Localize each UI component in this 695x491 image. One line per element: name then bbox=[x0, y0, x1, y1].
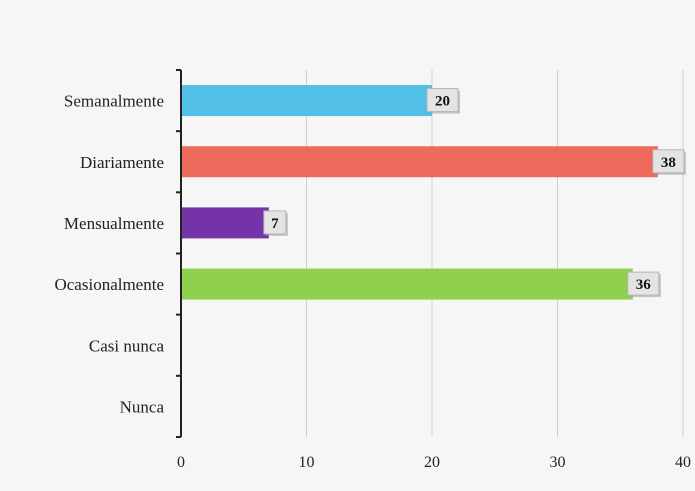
data-label-box-3 bbox=[627, 271, 660, 296]
data-label-2: 7 bbox=[271, 216, 279, 232]
category-label-2: Mensualmente bbox=[64, 214, 164, 233]
category-label-1: Diariamente bbox=[80, 153, 164, 172]
bar-ocasionalmente bbox=[181, 268, 633, 300]
bar-semanalmente bbox=[181, 85, 432, 117]
data-label-box-0 bbox=[426, 88, 459, 113]
category-label-0: Semanalmente bbox=[64, 92, 164, 111]
bar-diariamente bbox=[181, 146, 658, 178]
x-tick-label-0: 0 bbox=[177, 454, 185, 471]
x-tick-label-4: 40 bbox=[675, 454, 691, 471]
category-label-4: Casi nunca bbox=[89, 336, 165, 355]
data-label-box-1 bbox=[652, 149, 685, 174]
data-label-box-2 bbox=[263, 210, 287, 235]
x-tick-label-3: 30 bbox=[550, 454, 566, 471]
data-label-0: 20 bbox=[435, 94, 450, 110]
data-label-1: 38 bbox=[661, 155, 676, 171]
category-label-5: Nunca bbox=[120, 397, 165, 416]
category-label-3: Ocasionalmente bbox=[54, 275, 164, 294]
x-tick-label-2: 20 bbox=[424, 454, 440, 471]
data-label-3: 36 bbox=[636, 277, 652, 293]
bar-mensualmente bbox=[181, 207, 269, 239]
x-tick-label-1: 10 bbox=[299, 454, 315, 471]
